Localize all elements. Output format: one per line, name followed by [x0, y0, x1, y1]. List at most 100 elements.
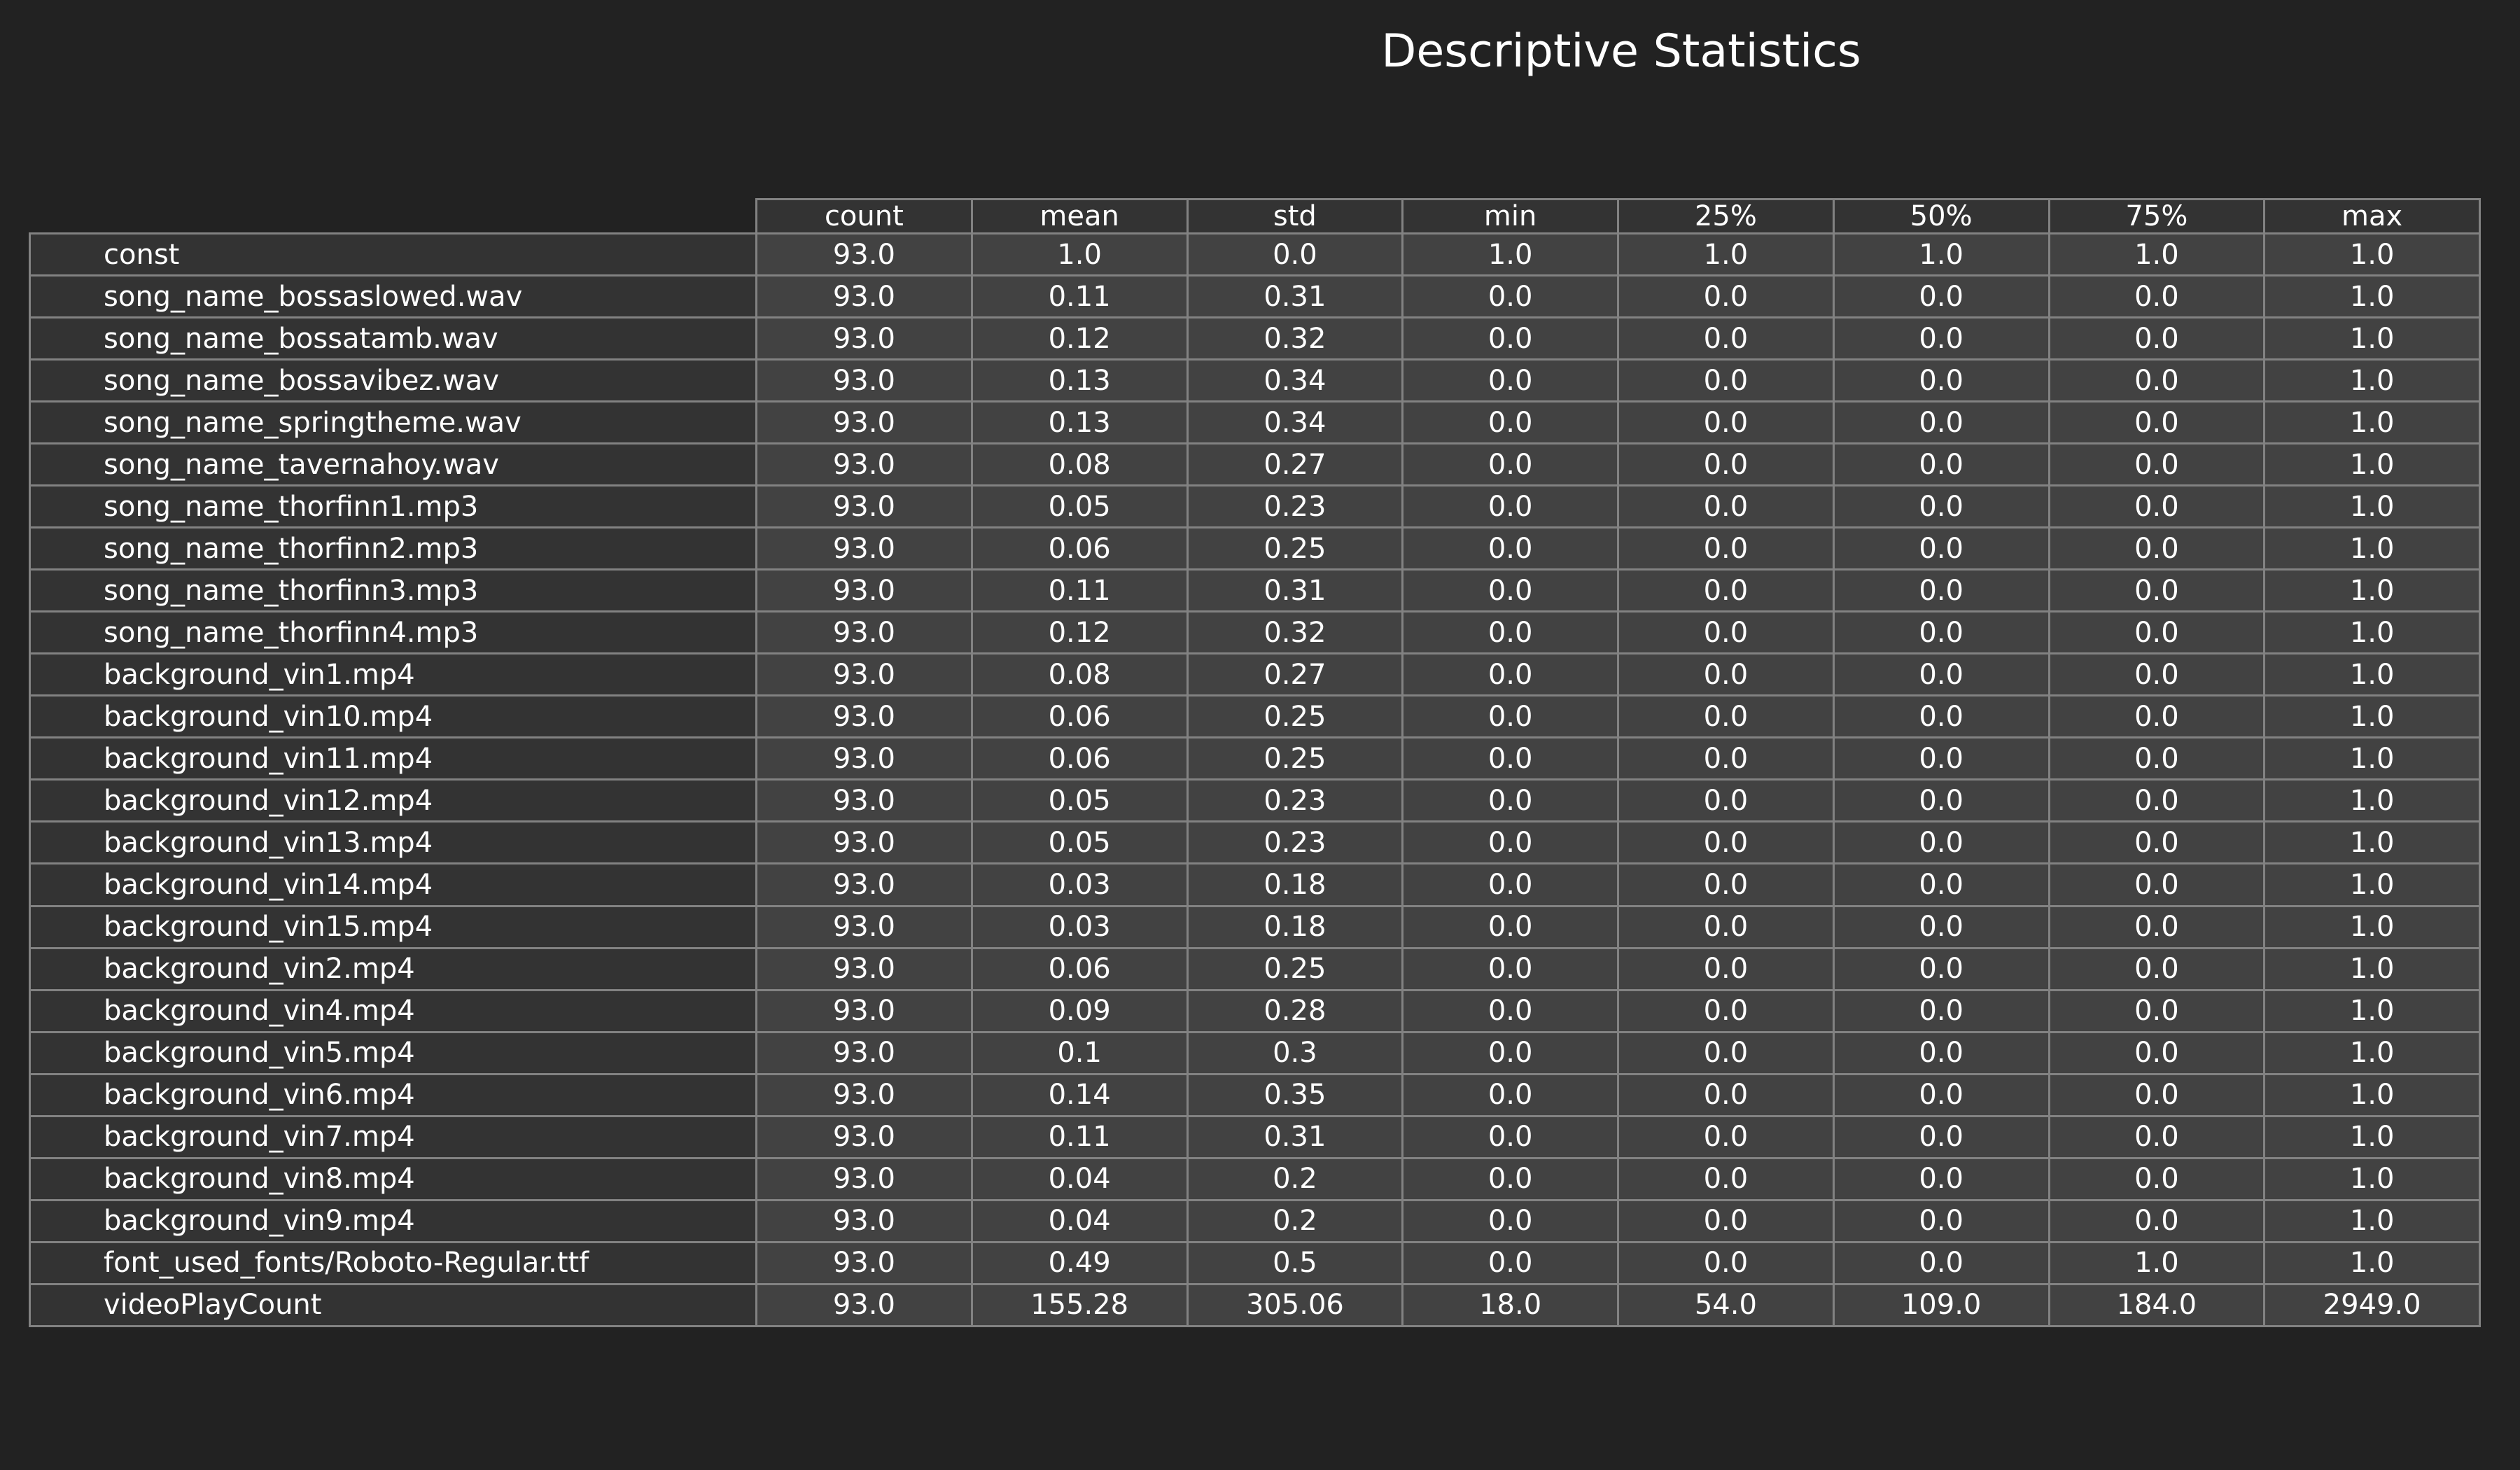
cell-value: 93.0 [755, 1198, 973, 1243]
cell-value: 0.0 [1401, 988, 1619, 1033]
cell-value: 1.0 [2263, 778, 2481, 823]
row-label: song_name_tavernahoy.wav [29, 442, 757, 487]
cell-value: 0.32 [1186, 316, 1404, 361]
cell-value: 1.0 [2263, 862, 2481, 907]
cell-value: 0.0 [1401, 358, 1619, 403]
cell-value: 93.0 [755, 610, 973, 655]
cell-value: 0.0 [1832, 442, 2050, 487]
row-label: background_vin2.mp4 [29, 946, 757, 991]
table-row: background_vin13.mp4 93.0 0.05 0.23 0.0 0.0 0.… [29, 820, 2481, 865]
row-label: font_used_fonts/Roboto-Regular.ttf [29, 1240, 757, 1285]
cell-value: 1.0 [2263, 820, 2481, 865]
cell-value: 93.0 [755, 442, 973, 487]
row-label: song_name_thorfinn4.mp3 [29, 610, 757, 655]
row-label: song_name_thorfinn2.mp3 [29, 526, 757, 571]
cell-value: 93.0 [755, 820, 973, 865]
cell-value: 0.0 [1832, 1072, 2050, 1117]
cell-value: 0.0 [2047, 820, 2266, 865]
cell-value: 0.0 [2047, 946, 2266, 991]
cell-value: 1.0 [2263, 652, 2481, 697]
cell-value: 0.03 [970, 904, 1189, 949]
cell-value: 0.08 [970, 442, 1189, 487]
column-header-25pct: 25% [1617, 198, 1835, 234]
table-row: song_name_thorfinn2.mp3 93.0 0.06 0.25 0.0 0.… [29, 526, 2481, 571]
row-label: song_name_springtheme.wav [29, 400, 757, 445]
table-row: song_name_tavernahoy.wav 93.0 0.08 0.27 0.0 0… [29, 442, 2481, 487]
cell-value: 93.0 [755, 778, 973, 823]
row-label: song_name_bossaslowed.wav [29, 274, 757, 319]
row-label: background_vin5.mp4 [29, 1030, 757, 1075]
row-label: song_name_thorfinn3.mp3 [29, 568, 757, 613]
cell-value: 93.0 [755, 736, 973, 781]
cell-value: 0.23 [1186, 484, 1404, 529]
cell-value: 1.0 [2263, 358, 2481, 403]
cell-value: 0.0 [1401, 1030, 1619, 1075]
cell-value: 0.0 [1832, 1198, 2050, 1243]
row-label: background_vin1.mp4 [29, 652, 757, 697]
cell-value: 0.0 [1617, 316, 1835, 361]
cell-value: 0.35 [1186, 1072, 1404, 1117]
cell-value: 0.0 [1617, 1198, 1835, 1243]
table-body: const 93.0 1.0 0.0 1.0 1.0 1.0 1.0 1.0 song_name_… [29, 232, 2481, 1328]
table-row: const 93.0 1.0 0.0 1.0 1.0 1.0 1.0 1.0 [29, 232, 2481, 277]
cell-value: 0.0 [1401, 946, 1619, 991]
cell-value: 0.0 [2047, 1072, 2266, 1117]
cell-value: 0.0 [1401, 820, 1619, 865]
cell-value: 0.0 [1832, 526, 2050, 571]
cell-value: 0.0 [2047, 442, 2266, 487]
cell-value: 0.0 [1617, 694, 1835, 739]
cell-value: 93.0 [755, 1282, 973, 1328]
cell-value: 0.0 [1832, 862, 2050, 907]
cell-value: 0.18 [1186, 904, 1404, 949]
column-header-50pct: 50% [1832, 198, 2050, 234]
cell-value: 0.0 [2047, 358, 2266, 403]
cell-value: 1.0 [970, 232, 1189, 277]
cell-value: 0.0 [2047, 1114, 2266, 1159]
cell-value: 0.0 [1401, 316, 1619, 361]
cell-value: 0.04 [970, 1198, 1189, 1243]
cell-value: 0.0 [1617, 1240, 1835, 1285]
table-row: background_vin6.mp4 93.0 0.14 0.35 0.0 0.0 0.0… [29, 1072, 2481, 1117]
cell-value: 0.12 [970, 316, 1189, 361]
table-row: background_vin2.mp4 93.0 0.06 0.25 0.0 0.0 0.0… [29, 946, 2481, 991]
cell-value: 0.27 [1186, 652, 1404, 697]
cell-value: 1.0 [2263, 736, 2481, 781]
row-label: background_vin12.mp4 [29, 778, 757, 823]
cell-value: 93.0 [755, 904, 973, 949]
table-row: song_name_thorfinn3.mp3 93.0 0.11 0.31 0.0 0.… [29, 568, 2481, 613]
row-label: background_vin13.mp4 [29, 820, 757, 865]
column-header-std: std [1186, 198, 1404, 234]
cell-value: 0.0 [1832, 568, 2050, 613]
column-header-count: count [755, 198, 973, 234]
cell-value: 0.0 [1401, 694, 1619, 739]
table-row: background_vin14.mp4 93.0 0.03 0.18 0.0 0.0 0.… [29, 862, 2481, 907]
cell-value: 0.18 [1186, 862, 1404, 907]
cell-value: 1.0 [2047, 1240, 2266, 1285]
cell-value: 1.0 [2263, 568, 2481, 613]
cell-value: 0.0 [2047, 568, 2266, 613]
cell-value: 0.0 [1617, 1114, 1835, 1159]
cell-value: 1.0 [2263, 484, 2481, 529]
cell-value: 0.05 [970, 820, 1189, 865]
table-row: background_vin8.mp4 93.0 0.04 0.2 0.0 0.0 0.0 0… [29, 1156, 2481, 1201]
cell-value: 0.08 [970, 652, 1189, 697]
cell-value: 1.0 [2263, 694, 2481, 739]
cell-value: 0.0 [1617, 484, 1835, 529]
cell-value: 0.0 [1832, 694, 2050, 739]
page-title: Descriptive Statistics [1381, 25, 1861, 78]
cell-value: 0.06 [970, 736, 1189, 781]
cell-value: 93.0 [755, 1114, 973, 1159]
cell-value: 0.0 [1617, 568, 1835, 613]
cell-value: 0.0 [1401, 652, 1619, 697]
cell-value: 0.0 [2047, 988, 2266, 1033]
cell-value: 0.0 [2047, 400, 2266, 445]
cell-value: 0.31 [1186, 1114, 1404, 1159]
descriptive-statistics-table: count mean std min 25% 50% 75% max const… [29, 198, 2481, 1328]
cell-value: 0.0 [1617, 274, 1835, 319]
cell-value: 1.0 [2263, 988, 2481, 1033]
table-row: videoPlayCount 93.0 155.28 305.06 18.0 54.0 10… [29, 1282, 2481, 1328]
header-row: count mean std min 25% 50% 75% max [30, 198, 2481, 234]
column-header-max: max [2263, 198, 2481, 234]
cell-value: 0.34 [1186, 400, 1404, 445]
